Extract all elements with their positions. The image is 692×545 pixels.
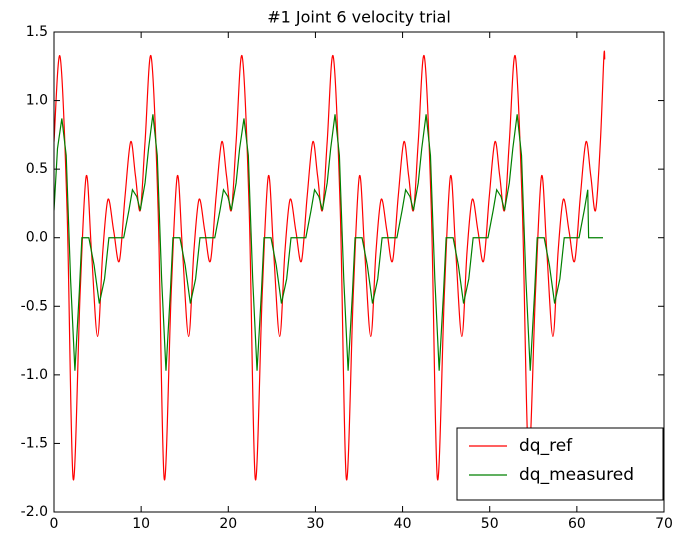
y-tick-label: -2.0 [21, 504, 48, 520]
y-tick-label: 0.5 [26, 161, 48, 177]
plot-frame [53, 31, 665, 513]
y-tick-label: -1.0 [21, 367, 48, 383]
x-tick-label: 50 [481, 516, 499, 532]
y-tick-label: 1.0 [26, 93, 48, 109]
legend-label: dq_measured [519, 465, 634, 485]
x-tick-label: 70 [655, 516, 673, 532]
y-tick-label: 1.5 [26, 24, 48, 40]
x-tick-label: 30 [307, 516, 325, 532]
data-line [54, 114, 603, 371]
legend-box [456, 427, 664, 501]
x-tick-label: 40 [394, 516, 412, 532]
legend-label: dq_ref [519, 436, 573, 456]
chart-title: #1 Joint 6 velocity trial [267, 8, 451, 27]
y-tick-label: 0.0 [26, 230, 48, 246]
x-tick-label: 0 [50, 516, 59, 532]
y-tick-label: -1.5 [21, 435, 48, 451]
x-tick-label: 60 [568, 516, 586, 532]
data-line [54, 50, 606, 481]
x-tick-label: 20 [219, 516, 237, 532]
y-tick-label: -0.5 [21, 298, 48, 314]
x-tick-label: 10 [132, 516, 150, 532]
